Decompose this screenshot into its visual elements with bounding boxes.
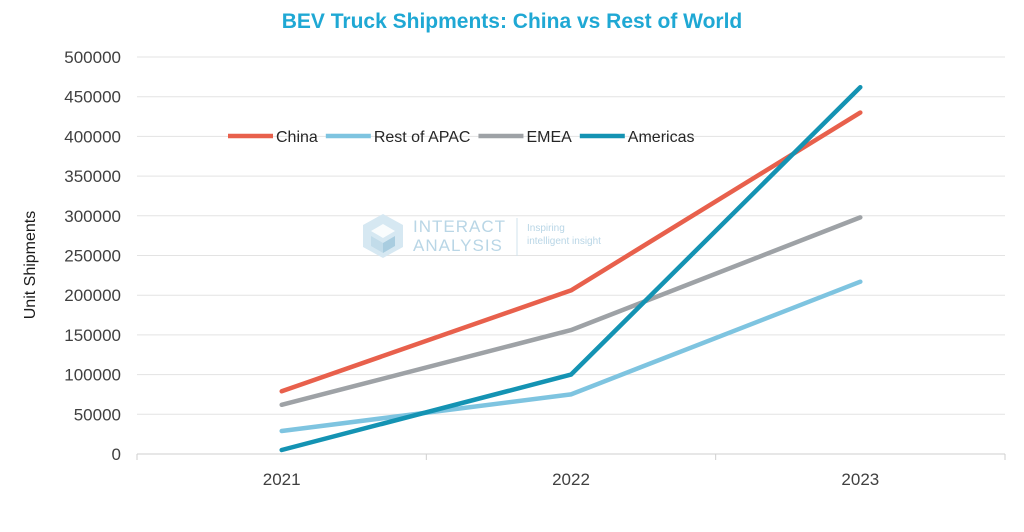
legend-label-emea: EMEA	[526, 129, 572, 146]
watermark: INTERACT ANALYSIS Inspiring intelligent …	[363, 214, 601, 258]
y-tick-label: 350000	[64, 167, 121, 186]
legend-label-americas: Americas	[628, 129, 695, 146]
x-tick-label: 2021	[263, 470, 301, 489]
watermark-tagline-line2: intelligent insight	[527, 236, 601, 247]
y-tick-label: 500000	[64, 48, 121, 67]
y-axis-label: Unit Shipments	[22, 211, 39, 320]
x-axis-ticks: 2021 2022 2023	[263, 470, 879, 489]
watermark-logo-icon	[363, 214, 403, 258]
watermark-brand-line1: INTERACT	[413, 217, 506, 236]
y-tick-label: 250000	[64, 247, 121, 266]
y-tick-label: 450000	[64, 88, 121, 107]
series-line-rest-of-apac	[279, 279, 863, 434]
x-tick-label: 2022	[552, 470, 590, 489]
chart-title: BEV Truck Shipments: China vs Rest of Wo…	[282, 10, 743, 33]
y-axis-ticks: 0 50000 100000 150000 200000 250000 300000 3500…	[64, 48, 121, 464]
y-tick-label: 50000	[74, 405, 121, 424]
y-tick-label: 150000	[64, 326, 121, 345]
legend-label-rest-of-apac: Rest of APAC	[374, 129, 471, 146]
legend: China Rest of APAC EMEA Americas	[228, 129, 694, 146]
x-axis	[136, 453, 1006, 460]
y-tick-label: 200000	[64, 286, 121, 305]
series-line-emea	[279, 215, 863, 408]
y-tick-label: 300000	[64, 207, 121, 226]
series-lines	[279, 84, 863, 453]
series-line-americas	[279, 84, 863, 453]
series-line-china	[279, 110, 863, 394]
watermark-tagline-line1: Inspiring	[527, 223, 565, 234]
x-tick-label: 2023	[841, 470, 879, 489]
y-tick-label: 0	[112, 445, 121, 464]
watermark-brand-line2: ANALYSIS	[413, 236, 503, 255]
y-tick-label: 100000	[64, 366, 121, 385]
gridlines	[137, 56, 1005, 415]
legend-label-china: China	[276, 129, 318, 146]
y-tick-label: 400000	[64, 127, 121, 146]
